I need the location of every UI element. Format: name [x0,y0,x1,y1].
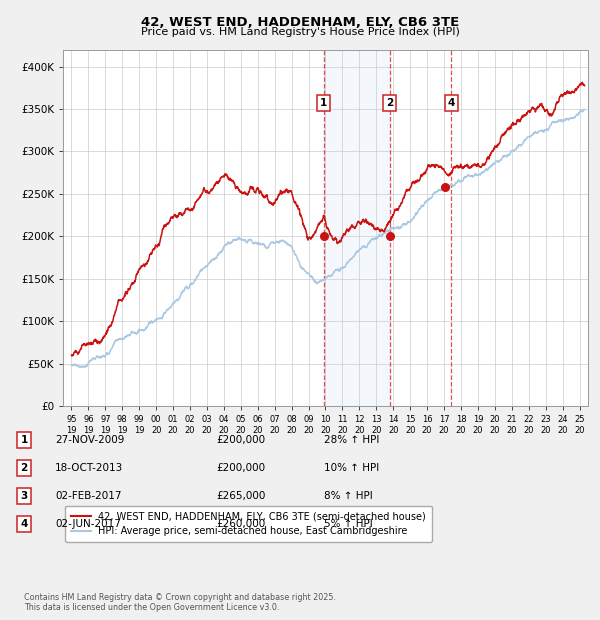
Text: 4: 4 [20,519,28,529]
Text: 4: 4 [448,98,455,108]
Text: 10% ↑ HPI: 10% ↑ HPI [324,463,379,473]
Text: 1: 1 [320,98,328,108]
Text: 18-OCT-2013: 18-OCT-2013 [55,463,124,473]
Text: 1: 1 [20,435,28,445]
Text: £260,000: £260,000 [216,519,265,529]
Text: 2: 2 [386,98,394,108]
Text: 8% ↑ HPI: 8% ↑ HPI [324,491,373,501]
Bar [324,50,390,406]
Text: Contains HM Land Registry data © Crown copyright and database right 2025.
This d: Contains HM Land Registry data © Crown c… [24,593,336,612]
Text: 42, WEST END, HADDENHAM, ELY, CB6 3TE: 42, WEST END, HADDENHAM, ELY, CB6 3TE [141,16,459,29]
Text: 2: 2 [20,463,28,473]
Text: Price paid vs. HM Land Registry's House Price Index (HPI): Price paid vs. HM Land Registry's House … [140,27,460,37]
Text: 5% ↑ HPI: 5% ↑ HPI [324,519,373,529]
Text: 02-FEB-2017: 02-FEB-2017 [55,491,122,501]
Text: 27-NOV-2009: 27-NOV-2009 [55,435,125,445]
Text: 3: 3 [20,491,28,501]
Text: £200,000: £200,000 [216,435,265,445]
Text: 02-JUN-2017: 02-JUN-2017 [55,519,121,529]
Text: £200,000: £200,000 [216,463,265,473]
Text: 28% ↑ HPI: 28% ↑ HPI [324,435,379,445]
Text: £265,000: £265,000 [216,491,265,501]
Legend: 42, WEST END, HADDENHAM, ELY, CB6 3TE (semi-detached house), HPI: Average price,: 42, WEST END, HADDENHAM, ELY, CB6 3TE (s… [65,505,432,542]
